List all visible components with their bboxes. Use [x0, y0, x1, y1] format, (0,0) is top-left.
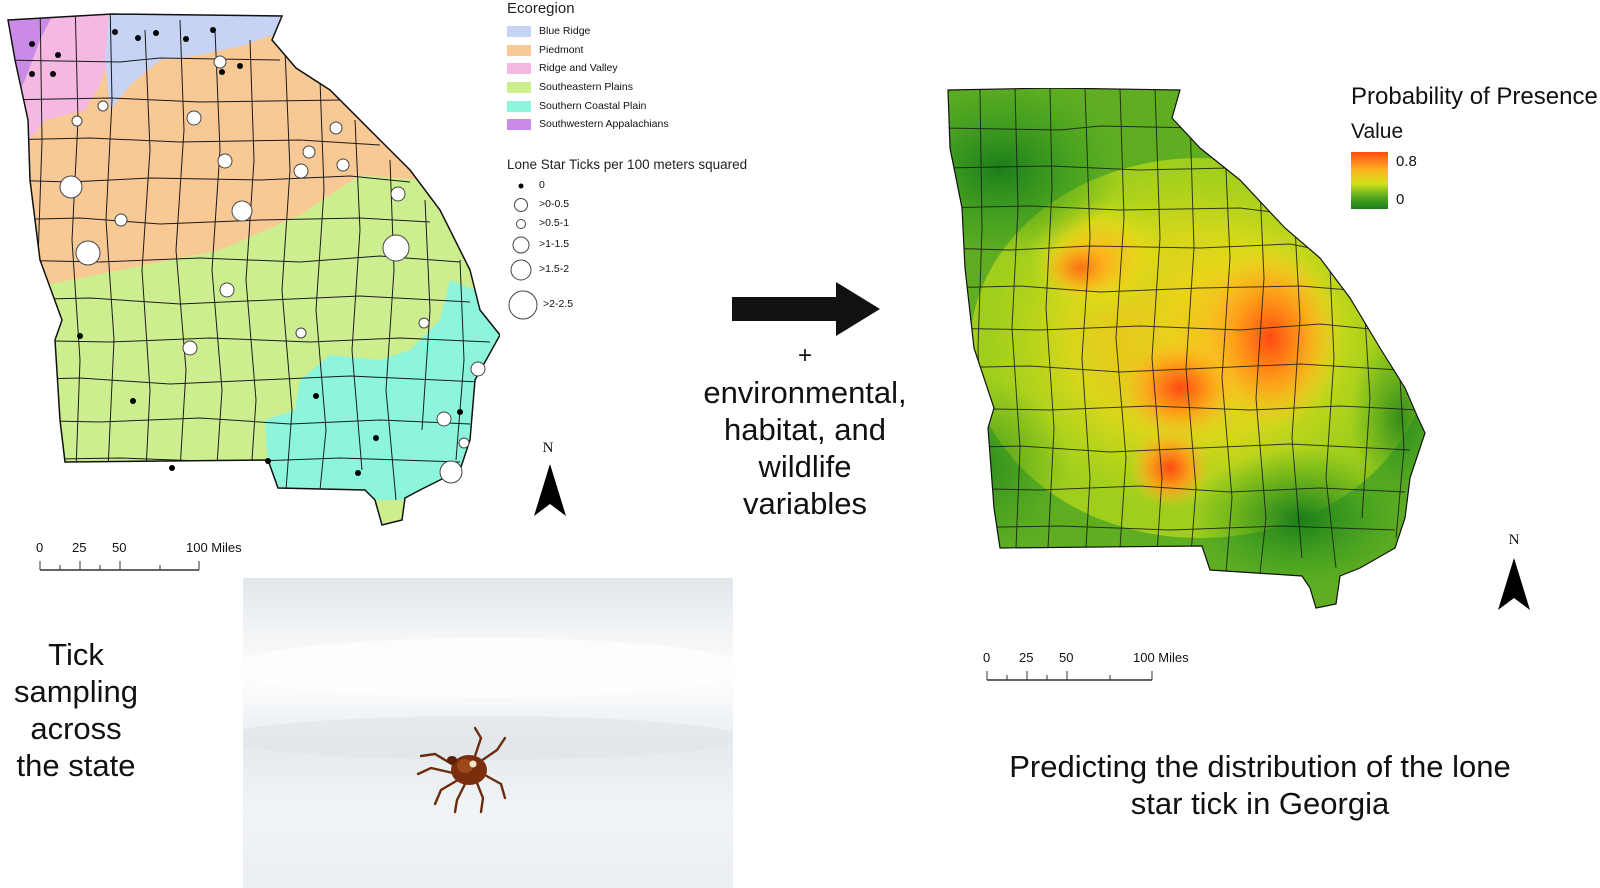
- sample-point: [217, 153, 233, 169]
- legend-item-blue-ridge: Blue Ridge: [507, 24, 590, 38]
- plus-sign: +: [797, 342, 812, 369]
- legend-label: Southeastern Plains: [539, 81, 633, 93]
- size-legend-item: >1.5-2: [507, 258, 747, 288]
- value-label: Value: [1351, 120, 1404, 143]
- sample-point: [186, 110, 202, 126]
- legend-item-southwestern-appalachians: Southwestern Appalachians: [507, 117, 669, 131]
- legend-swatch: [507, 44, 531, 56]
- legend-swatch: [507, 81, 531, 93]
- sample-point: [29, 71, 35, 77]
- sample-point: [97, 100, 109, 112]
- lone-star-tick-icon: [416, 726, 507, 814]
- left-map-legend: Ecoregion Blue Ridge Piedmont Ridge and …: [507, 0, 807, 320]
- county-boundaries: [8, 14, 491, 501]
- county-boundaries: [948, 88, 1421, 574]
- sample-point: [382, 234, 410, 262]
- ecoregion-sampling-map: [7, 13, 500, 526]
- sample-point: [336, 158, 350, 172]
- blue-ridge-region: [105, 14, 300, 110]
- sample-point: [130, 398, 136, 404]
- legend-label: Ridge and Valley: [539, 62, 618, 74]
- gradient-max-label: 0.8: [1396, 153, 1417, 170]
- sample-point: [313, 393, 319, 399]
- size-legend-item: 0: [507, 178, 747, 208]
- legend-item-southeastern-plains: Southeastern Plains: [507, 80, 633, 94]
- left-caption: Tick sampling across the state: [13, 637, 139, 783]
- sample-point: [457, 409, 463, 415]
- scale-ticks: [986, 671, 1153, 681]
- sample-point: [75, 240, 101, 266]
- sample-point: [169, 465, 175, 471]
- sample-point: [373, 435, 379, 441]
- probability-of-presence-map: [947, 88, 1426, 609]
- ecoregion-legend-title: Ecoregion: [507, 0, 575, 17]
- variables-text: environmental, habitat, and wildlife var…: [703, 375, 907, 521]
- sample-point: [265, 458, 271, 464]
- sample-point: [295, 327, 307, 339]
- legend-swatch: [507, 118, 531, 130]
- north-label: N: [542, 440, 554, 456]
- sample-point: [355, 470, 361, 476]
- sample-point: [470, 361, 486, 377]
- southern-coastal-plain-region: [265, 280, 500, 500]
- legend-label: Blue Ridge: [539, 25, 591, 37]
- legend-item-ridge-and-valley: Ridge and Valley: [507, 61, 618, 75]
- size-legend-item: >0-0.5: [507, 196, 747, 226]
- sample-point: [55, 52, 61, 58]
- sample-point: [59, 175, 83, 199]
- gradient-min-label: 0: [1396, 191, 1405, 208]
- sample-point: [237, 63, 243, 69]
- legend-label: Southwestern Appalachians: [539, 118, 669, 130]
- sample-point: [219, 69, 225, 75]
- sample-point: [231, 200, 253, 222]
- north-arrow-icon: [1498, 558, 1530, 610]
- legend-label: Southern Coastal Plain: [539, 100, 647, 112]
- sample-point: [153, 30, 159, 36]
- size-legend-item: >0.5-1: [507, 216, 747, 246]
- sample-point: [418, 317, 430, 329]
- sample-point: [71, 115, 83, 127]
- sample-point: [210, 27, 216, 33]
- right-scale-bar: 0 25 50 100 Miles: [980, 650, 1220, 690]
- sample-point: [436, 411, 452, 427]
- tick-density-legend-title: Lone Star Ticks per 100 meters squared: [507, 157, 748, 172]
- georgia-outline: [947, 88, 1426, 609]
- size-legend-item: >1-1.5: [507, 233, 747, 263]
- right-arrow-icon: [732, 282, 880, 336]
- sample-point: [213, 55, 227, 69]
- sample-point: [183, 36, 189, 42]
- sample-point: [77, 333, 83, 339]
- sample-point: [219, 282, 235, 298]
- legend-item-piedmont: Piedmont: [507, 43, 583, 57]
- sample-point: [50, 71, 56, 77]
- tick-photo: [243, 578, 733, 888]
- sample-points: [29, 27, 486, 484]
- sample-point: [302, 145, 316, 159]
- probability-gradient-bar: [1351, 152, 1388, 209]
- sample-point: [439, 460, 463, 484]
- sample-point: [114, 213, 128, 227]
- sample-point: [182, 340, 198, 356]
- sample-point: [293, 163, 309, 179]
- sample-point: [329, 121, 343, 135]
- sample-point: [458, 437, 470, 449]
- sample-point: [390, 186, 406, 202]
- north-label: N: [1508, 532, 1520, 548]
- north-arrow-icon: [534, 464, 566, 516]
- right-caption: Predicting the distribution of the lone …: [1009, 749, 1511, 821]
- legend-label: Piedmont: [539, 44, 584, 56]
- sample-point: [135, 35, 141, 41]
- legend-swatch: [507, 62, 531, 74]
- georgia-outline: [7, 13, 500, 526]
- size-legend-item: >2-2.5: [507, 288, 747, 322]
- scale-ticks: [39, 561, 200, 571]
- sample-point: [29, 41, 35, 47]
- probability-legend-title: Probability of Presence: [1351, 83, 1598, 110]
- sample-point: [112, 29, 118, 35]
- legend-swatch: [507, 100, 531, 112]
- legend-item-southern-coastal-plain: Southern Coastal Plain: [507, 99, 646, 113]
- legend-swatch: [507, 25, 531, 37]
- left-scale-bar: 0 25 50 100 Miles: [30, 540, 270, 580]
